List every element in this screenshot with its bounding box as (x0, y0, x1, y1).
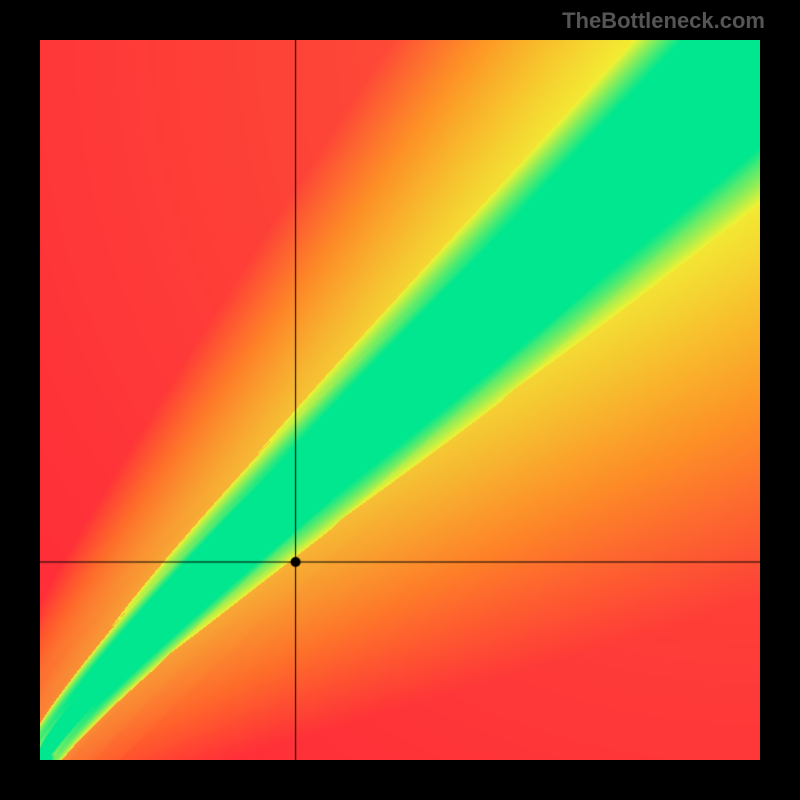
chart-container: TheBottleneck.com (0, 0, 800, 800)
heatmap-canvas (40, 40, 760, 760)
watermark-text: TheBottleneck.com (562, 8, 765, 34)
heatmap-chart (40, 40, 760, 760)
